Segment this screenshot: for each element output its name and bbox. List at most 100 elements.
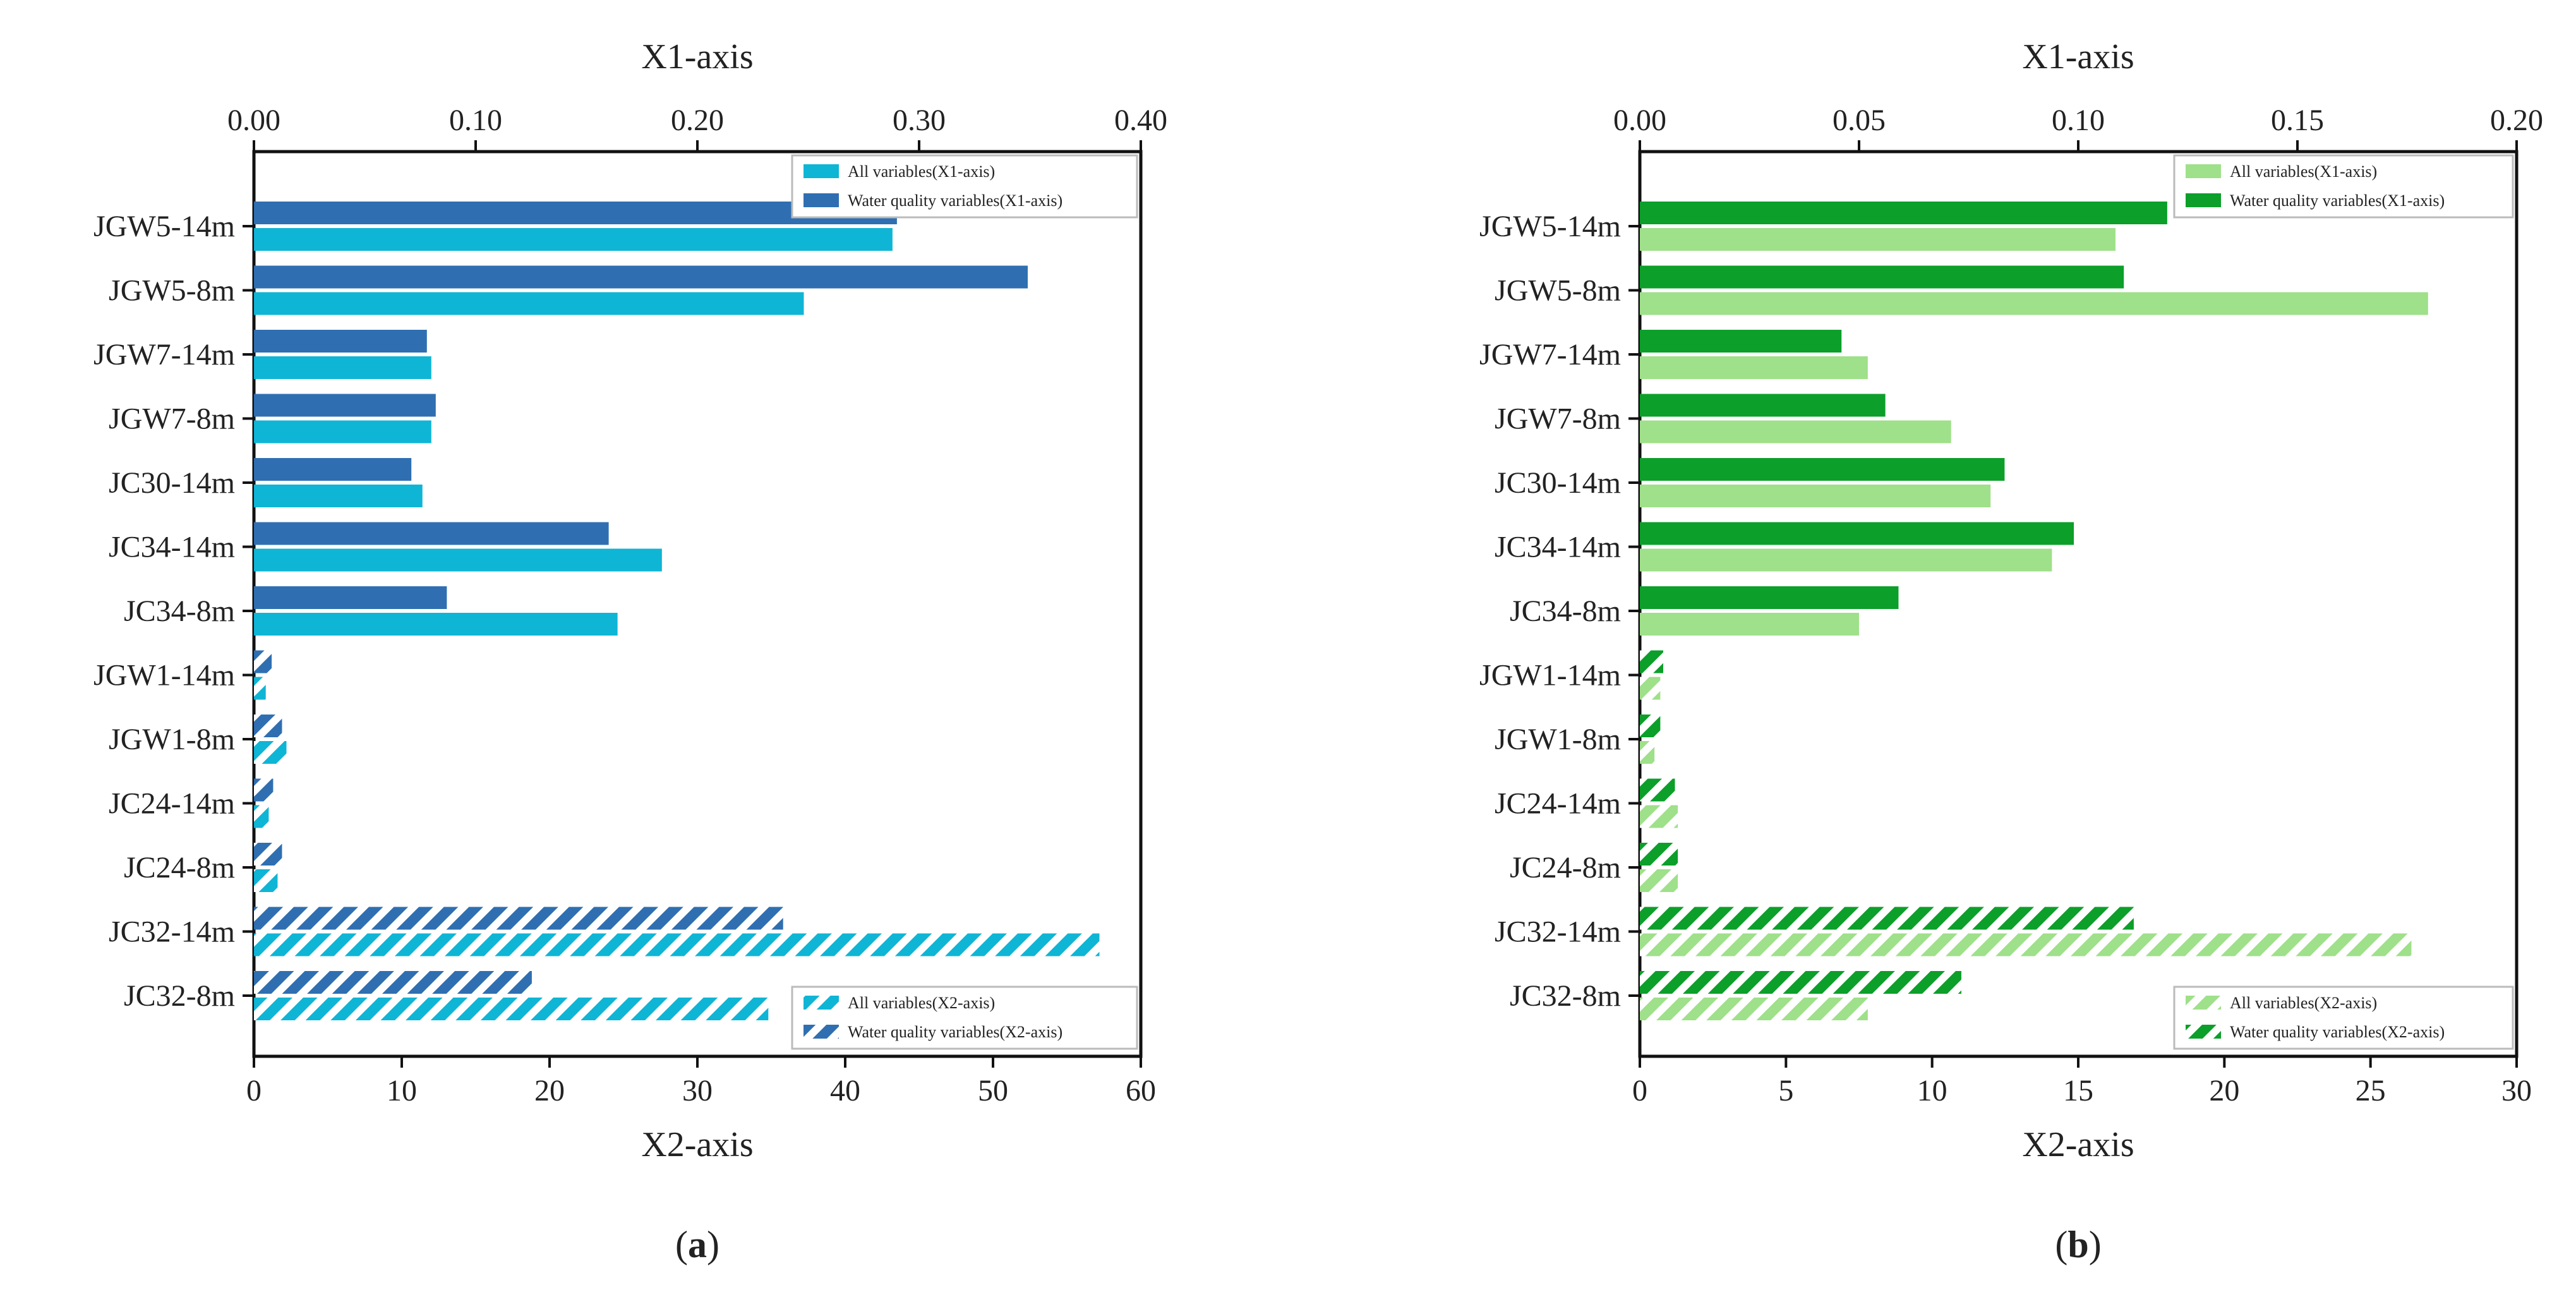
panel-label-b: (b)	[2055, 1224, 2101, 1265]
bar	[1640, 522, 2074, 545]
legend-swatch-all-x1-b	[2186, 164, 2221, 178]
legend-bottom-b: All variables(X2-axis) Water quality var…	[2173, 986, 2514, 1050]
bar	[254, 485, 423, 507]
legend-label-all-x1-b: All variables(X1-axis)	[2230, 162, 2377, 181]
panel-label-a: (a)	[675, 1224, 719, 1265]
x1-ticks-a: 0.00 0.10 0.20 0.30 0.40	[227, 104, 1167, 152]
bar	[254, 586, 447, 609]
category-label: JGW5-14m	[1479, 210, 1621, 243]
bar	[1640, 420, 1951, 443]
bar	[1640, 228, 2116, 251]
x1-tick-label: 0.00	[1613, 104, 1666, 137]
x1-axis-title-b: X1-axis	[2022, 37, 2134, 76]
category-label: JGW1-8m	[1495, 723, 1621, 756]
bar	[254, 458, 412, 481]
bar	[1640, 394, 1886, 417]
category-label: JC34-8m	[124, 594, 235, 628]
categories-b: JGW5-14m JGW5-8m JGW7-14m JGW7-8m JC30-14m JC…	[1479, 210, 1640, 1013]
x2-tick-label: 5	[1778, 1074, 1793, 1107]
bar	[1640, 971, 1961, 994]
bar	[1640, 778, 1675, 802]
x1-tick-label: 0.20	[671, 104, 724, 137]
bar	[254, 998, 769, 1020]
legend-label-all-x2-b: All variables(X2-axis)	[2230, 994, 2377, 1012]
legend-swatch-wq-x1-a	[803, 193, 839, 207]
legend-swatch-wq-x2-a	[803, 1025, 839, 1039]
x2-tick-label: 50	[978, 1074, 1008, 1107]
legend-bottom-a: All variables(X2-axis) Water quality var…	[791, 986, 1138, 1050]
x2-ticks-b: 0 5 10 15 20 25 30	[1632, 1056, 2532, 1107]
x2-tick-label: 60	[1126, 1074, 1156, 1107]
bar	[254, 741, 287, 764]
bar	[1640, 330, 1842, 353]
bar	[1640, 650, 1664, 673]
category-label: JC24-14m	[109, 787, 235, 821]
category-label: JGW5-8m	[1495, 274, 1621, 308]
x2-tick-label: 20	[534, 1074, 565, 1107]
bar	[254, 330, 427, 353]
x2-axis-title-b: X2-axis	[2022, 1125, 2134, 1164]
bar	[1640, 677, 1661, 700]
x1-tick-label: 0.30	[893, 104, 946, 137]
category-label: JC34-14m	[1495, 531, 1621, 564]
x1-ticks-b: 0.00 0.05 0.10 0.15 0.20	[1613, 104, 2543, 152]
legend-frame-top-b	[2173, 154, 2514, 219]
bar	[1640, 933, 2412, 956]
bar	[254, 843, 282, 866]
legend-frame-bottom-b	[2173, 986, 2514, 1050]
bar	[1640, 292, 2428, 315]
bar	[1640, 843, 1678, 866]
bar	[254, 650, 272, 673]
x1-tick-label: 0.40	[1114, 104, 1167, 137]
legend-frame-bottom-a	[791, 986, 1138, 1050]
bar	[254, 677, 266, 700]
x2-tick-label: 40	[830, 1074, 860, 1107]
category-label: JC32-14m	[1495, 915, 1621, 949]
category-label: JC24-8m	[124, 851, 235, 884]
bar	[1640, 613, 1859, 636]
category-label: JGW7-8m	[109, 402, 235, 436]
category-label: JGW7-14m	[93, 338, 235, 371]
bar	[254, 420, 431, 443]
bar	[254, 907, 783, 930]
category-label: JGW5-14m	[93, 210, 235, 243]
bars-b	[1640, 202, 2428, 1020]
legend-top-b: All variables(X1-axis) Water quality var…	[2173, 154, 2514, 219]
bar	[254, 869, 278, 892]
bar	[1640, 805, 1678, 828]
x2-ticks-a: 0 10 20 30 40 50 60	[246, 1056, 1156, 1107]
legend-label-wq-x2-b: Water quality variables(X2-axis)	[2230, 1023, 2445, 1041]
bar	[254, 805, 269, 828]
x2-tick-label: 30	[2501, 1074, 2532, 1107]
x1-tick-label: 0.20	[2490, 104, 2543, 137]
bar	[1640, 485, 1991, 507]
bar	[1640, 586, 1899, 609]
x1-tick-label: 0.15	[2271, 104, 2324, 137]
bar	[1640, 998, 1868, 1020]
category-label: JC32-8m	[1510, 979, 1621, 1013]
bar	[254, 292, 804, 315]
bar	[1640, 265, 2124, 289]
x2-tick-label: 25	[2356, 1074, 2386, 1107]
legend-swatch-all-x1-a	[803, 164, 839, 178]
x1-tick-label: 0.10	[2052, 104, 2105, 137]
bar	[1640, 458, 2005, 481]
category-label: JC24-14m	[1495, 787, 1621, 821]
bar	[254, 933, 1100, 956]
legend-swatch-wq-x2-b	[2186, 1025, 2221, 1039]
legend-label-all-x1-a: All variables(X1-axis)	[848, 162, 995, 181]
x2-tick-label: 0	[1632, 1074, 1647, 1107]
category-label: JGW1-14m	[93, 659, 235, 692]
bar	[254, 613, 618, 636]
bar	[254, 202, 897, 224]
category-label: JC30-14m	[1495, 466, 1621, 500]
bar	[254, 971, 532, 994]
x1-tick-label: 0.00	[227, 104, 280, 137]
bars-a	[254, 202, 1100, 1020]
bar	[254, 228, 893, 251]
x2-tick-label: 10	[1917, 1074, 1947, 1107]
bar	[1640, 715, 1661, 737]
category-label: JC30-14m	[109, 466, 235, 500]
category-label: JGW1-14m	[1479, 659, 1621, 692]
